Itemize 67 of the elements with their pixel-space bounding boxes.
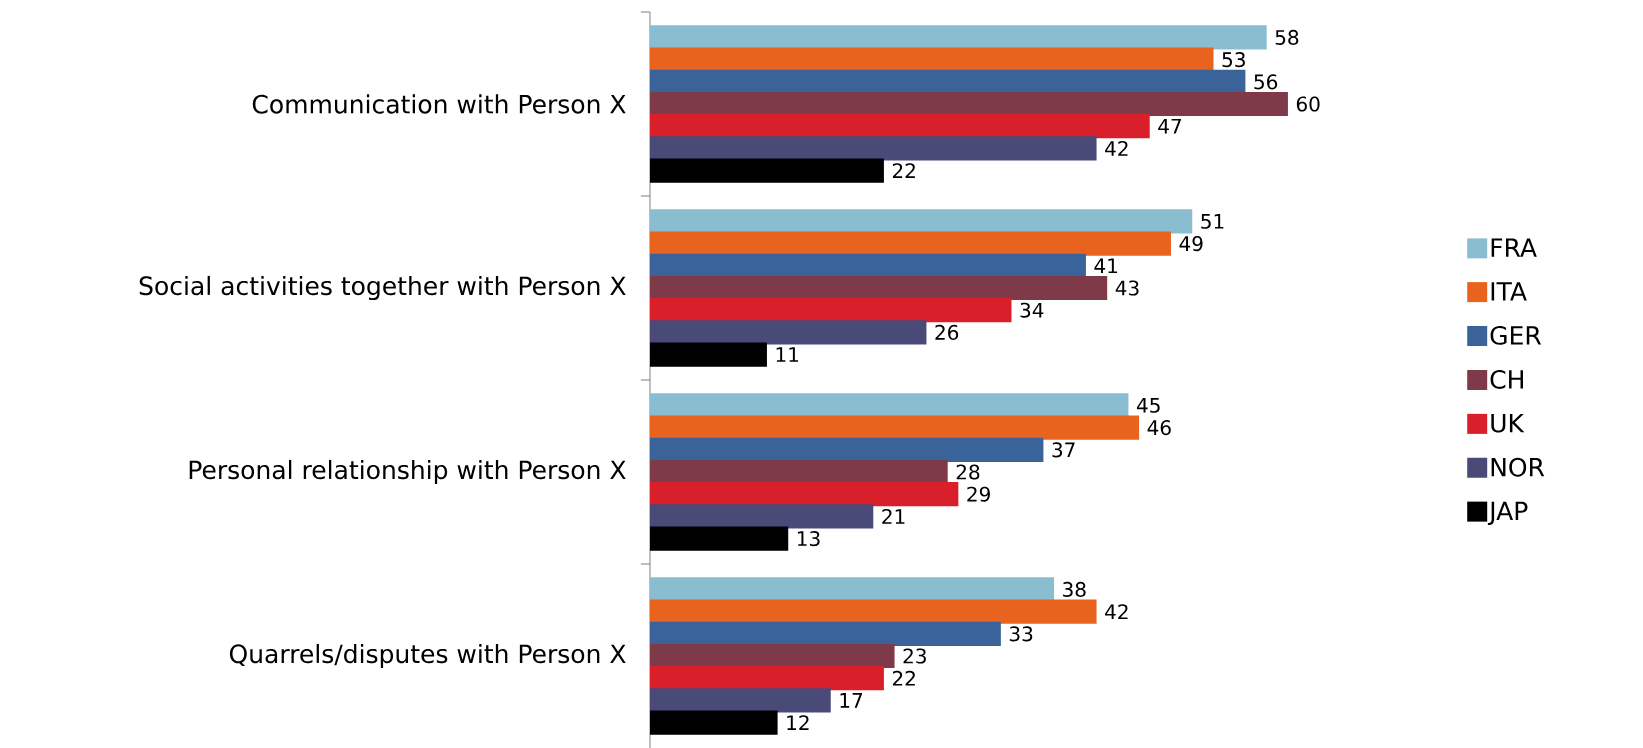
bar — [650, 482, 959, 507]
legend-label: NOR — [1491, 457, 1545, 477]
bar — [650, 504, 874, 529]
y-tick-label: Personal relationship with Person X — [189, 459, 626, 485]
data-label: 11 — [776, 347, 799, 362]
bar — [650, 621, 1001, 646]
data-label: 37 — [1052, 442, 1075, 458]
bar — [650, 666, 884, 691]
bar — [650, 114, 1150, 139]
data-label: 43 — [1115, 280, 1139, 296]
data-label: 58 — [1275, 29, 1299, 45]
legend-label: ITA — [1491, 282, 1527, 301]
data-label: 51 — [1201, 214, 1224, 229]
data-label: 53 — [1222, 52, 1245, 68]
bar — [650, 459, 948, 485]
y-tick-label: Communication with Person X — [252, 94, 626, 114]
data-label: 22 — [892, 670, 915, 686]
bar — [650, 231, 1171, 256]
data-label: 28 — [956, 464, 980, 480]
bar — [650, 136, 1097, 161]
data-label: 45 — [1136, 398, 1160, 413]
data-label: 42 — [1105, 140, 1128, 156]
data-label: 22 — [892, 163, 915, 178]
bar — [650, 91, 1288, 117]
data-label: 38 — [1063, 581, 1086, 597]
data-label: 21 — [882, 508, 905, 524]
bar — [650, 158, 884, 183]
data-label: 41 — [1094, 258, 1118, 274]
bar — [650, 342, 767, 367]
bar — [650, 599, 1097, 624]
legend-label: JAP — [1487, 501, 1528, 525]
bar — [650, 25, 1267, 50]
data-label: 26 — [935, 324, 959, 340]
data-label: 47 — [1158, 118, 1181, 134]
legend-label: UK — [1491, 414, 1525, 433]
legend-label: GER — [1490, 325, 1542, 345]
data-label: 33 — [1009, 626, 1033, 642]
bar — [650, 209, 1193, 234]
data-label: 23 — [903, 648, 926, 664]
bar — [650, 688, 831, 713]
bar — [650, 69, 1246, 94]
y-tick-label: Quarrels/disputes with Person X — [229, 643, 626, 669]
data-label: 34 — [1020, 302, 1044, 318]
bar — [650, 415, 1140, 440]
data-label: 56 — [1254, 74, 1278, 90]
bar — [650, 253, 1086, 278]
data-label: 60 — [1296, 96, 1320, 112]
data-label: 29 — [967, 486, 990, 502]
data-label: 42 — [1105, 604, 1128, 620]
bar — [650, 320, 927, 345]
data-label: 13 — [797, 531, 820, 547]
data-label: 49 — [1179, 236, 1203, 252]
bar — [650, 275, 1108, 301]
bar — [650, 643, 895, 669]
bar — [650, 47, 1214, 72]
bar — [650, 526, 789, 551]
y-tick-label: Social activities together with Person X — [139, 275, 626, 301]
bar — [650, 393, 1129, 418]
bar — [650, 710, 778, 735]
data-label: 17 — [840, 693, 862, 708]
legend-label: FRA — [1491, 238, 1537, 257]
bar — [650, 437, 1044, 462]
legend-label: CH — [1490, 369, 1523, 389]
data-label: 46 — [1147, 420, 1171, 436]
data-label: 12 — [787, 715, 809, 730]
bar — [650, 298, 1012, 323]
bar — [650, 577, 1055, 602]
